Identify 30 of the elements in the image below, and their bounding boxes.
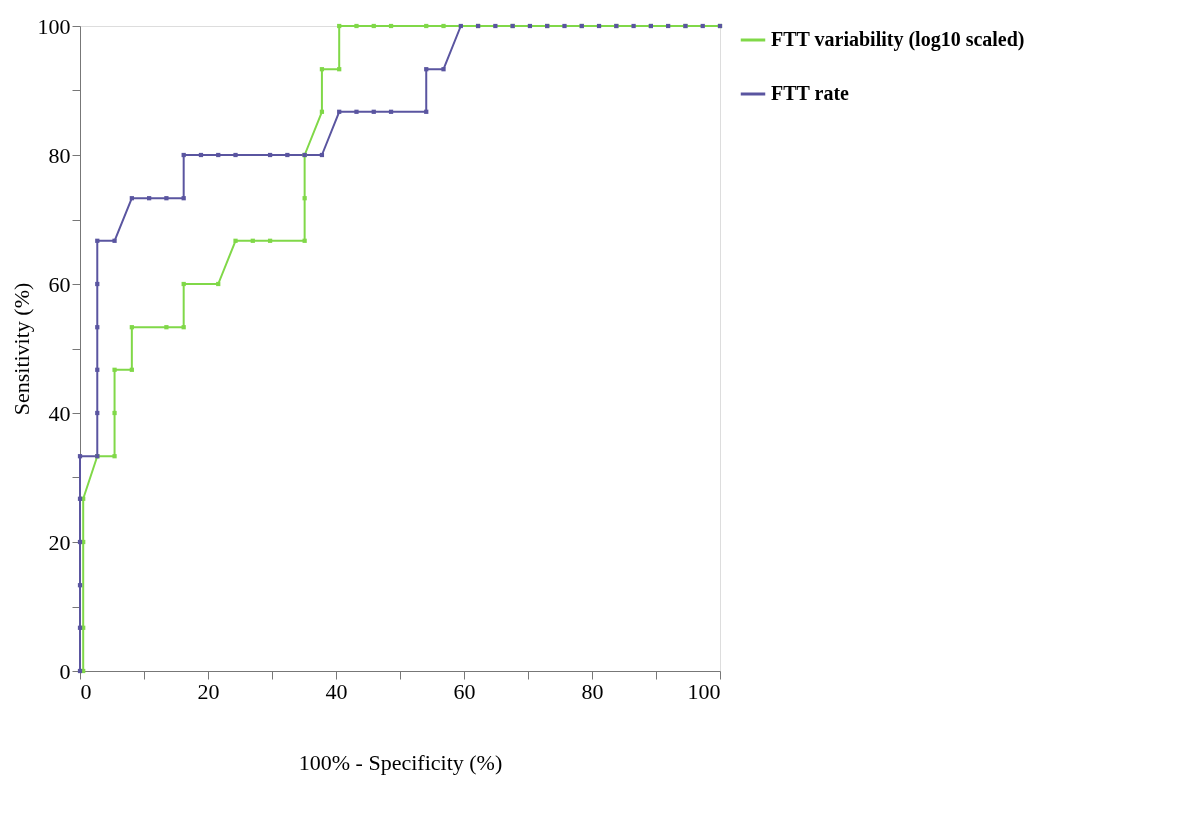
y-axis-title: Sensitivity (%) [8,282,34,416]
point [441,67,446,72]
y-tick-label: 40 [48,400,71,426]
point [112,410,117,416]
point [164,325,169,330]
point [233,238,238,243]
point [631,23,636,29]
point [354,23,359,29]
point [233,152,238,158]
x-tick-label: 60 [453,678,476,704]
y-tick-label: 20 [48,529,71,555]
y-tick-label: 0 [59,658,71,684]
point [354,109,359,114]
x-tick-label: 80 [581,678,604,704]
point [112,238,117,243]
legend-label: FTT variability (log10 scaled) [771,28,1025,51]
point [562,23,567,29]
x-tick-label: 100 [687,678,721,704]
point [112,454,117,459]
y-tick-label: 60 [48,271,71,297]
x-tick-label: 20 [197,678,220,704]
x-axis-title: 100% - Specificity (%) [298,749,503,775]
point [441,23,446,29]
point [164,196,169,201]
x-tick-label: 0 [80,678,92,704]
y-tick-label: 100 [37,13,71,39]
legend-label: FTT rate [771,82,850,104]
y-tick-label: 80 [48,142,71,168]
point [112,367,117,372]
x-tick-label: 40 [325,678,348,704]
